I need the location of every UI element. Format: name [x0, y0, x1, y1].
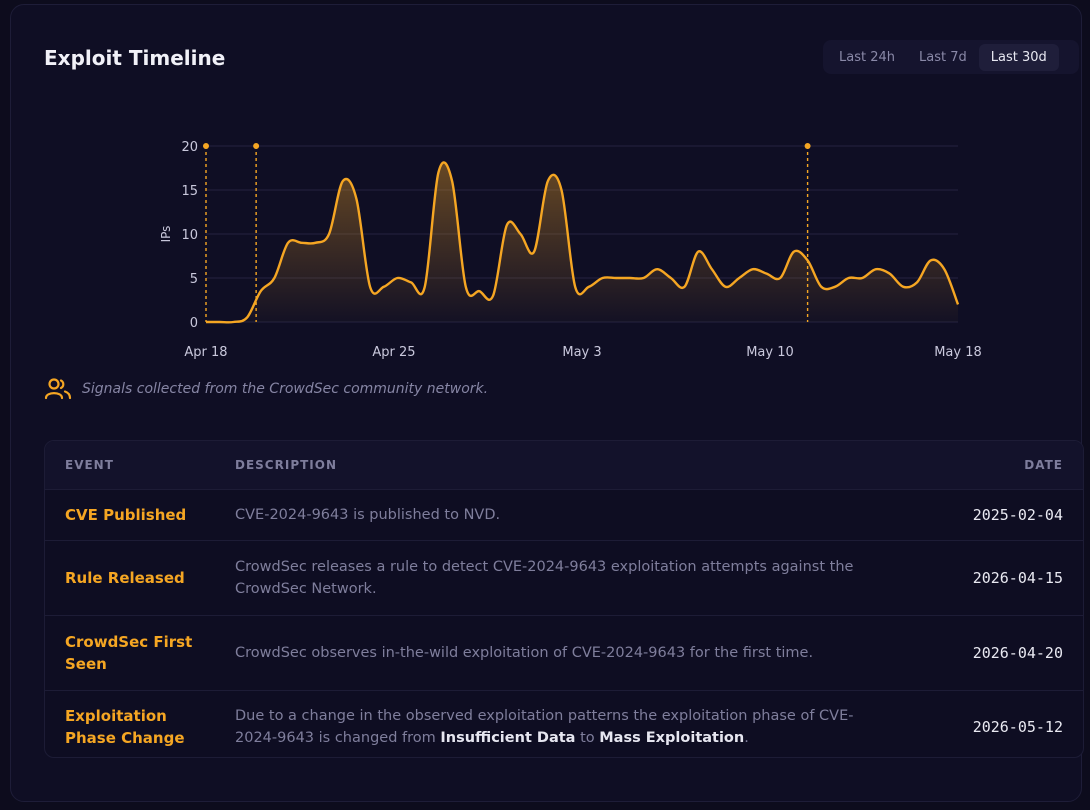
table-row: Rule Released CrowdSec releases a rule t… — [45, 540, 1083, 615]
previous-phase: Insufficient Data — [440, 730, 576, 746]
description-text: to — [575, 730, 600, 746]
y-tick-label: 0 — [190, 316, 198, 331]
event-name: Exploitation Phase Change — [65, 707, 185, 747]
event-marker-dot — [804, 143, 811, 149]
table-row: CVE Published CVE-2024-9643 is published… — [45, 489, 1083, 540]
header-description: DESCRIPTION — [235, 458, 338, 472]
range-last-30d-button[interactable]: Last 30d — [978, 43, 1059, 71]
y-tick-label: 5 — [190, 272, 198, 287]
event-description: CrowdSec releases a rule to detect CVE-2… — [235, 559, 854, 597]
event-name: CrowdSec First Seen — [65, 633, 193, 673]
event-name: Rule Released — [65, 569, 185, 587]
description-text: . — [744, 730, 749, 746]
event-marker-dot — [253, 143, 260, 149]
event-description: CrowdSec observes in-the-wild exploitati… — [235, 645, 814, 661]
header-event: EVENT — [65, 458, 114, 472]
y-tick-label: 10 — [181, 228, 198, 243]
range-last-24h-button[interactable]: Last 24h — [839, 49, 895, 65]
event-date: 2026-04-15 — [972, 569, 1063, 587]
event-date: 2026-04-20 — [972, 644, 1063, 662]
y-tick-label: 20 — [181, 140, 198, 155]
users-icon — [44, 378, 72, 400]
x-tick-label: Apr 25 — [372, 345, 415, 360]
x-tick-label: May 10 — [746, 345, 794, 360]
community-note: Signals collected from the CrowdSec comm… — [44, 378, 488, 400]
page-title: Exploit Timeline — [44, 46, 226, 70]
header-date: DATE — [1024, 458, 1063, 472]
event-marker-dot — [203, 143, 209, 149]
event-description: Due to a change in the observed exploita… — [235, 705, 875, 749]
event-table: EVENT DESCRIPTION DATE CVE Published CVE… — [44, 440, 1084, 758]
description-text: Due to a change in the observed exploita… — [235, 708, 854, 746]
y-tick-label: 15 — [181, 184, 198, 199]
event-name: CVE Published — [65, 506, 187, 524]
x-tick-label: May 18 — [934, 345, 982, 360]
x-tick-label: Apr 18 — [184, 345, 227, 360]
community-note-text: Signals collected from the CrowdSec comm… — [82, 381, 489, 397]
x-tick-label: May 3 — [562, 345, 601, 360]
y-axis-label: IPs — [159, 226, 173, 243]
exploit-chart: 0 5 10 15 20 IPs Apr 18 Apr 25 May 3 May 10 May 18 — [159, 140, 982, 360]
table-header: EVENT DESCRIPTION DATE — [45, 441, 1083, 489]
event-date: 2026-05-12 — [972, 718, 1063, 736]
table-row: Exploitation Phase Change Due to a chang… — [45, 690, 1083, 757]
series-line — [205, 161, 960, 324]
table-row: CrowdSec First Seen CrowdSec observes in… — [45, 615, 1083, 690]
series-area — [206, 162, 958, 323]
event-date: 2025-02-04 — [972, 506, 1063, 524]
new-phase: Mass Exploitation — [599, 730, 745, 746]
range-last-7d-button[interactable]: Last 7d — [919, 49, 967, 65]
event-description: CVE-2024-9643 is published to NVD. — [235, 507, 501, 523]
time-range-selector: Last 24h Last 7d Last 30d — [823, 40, 1079, 74]
